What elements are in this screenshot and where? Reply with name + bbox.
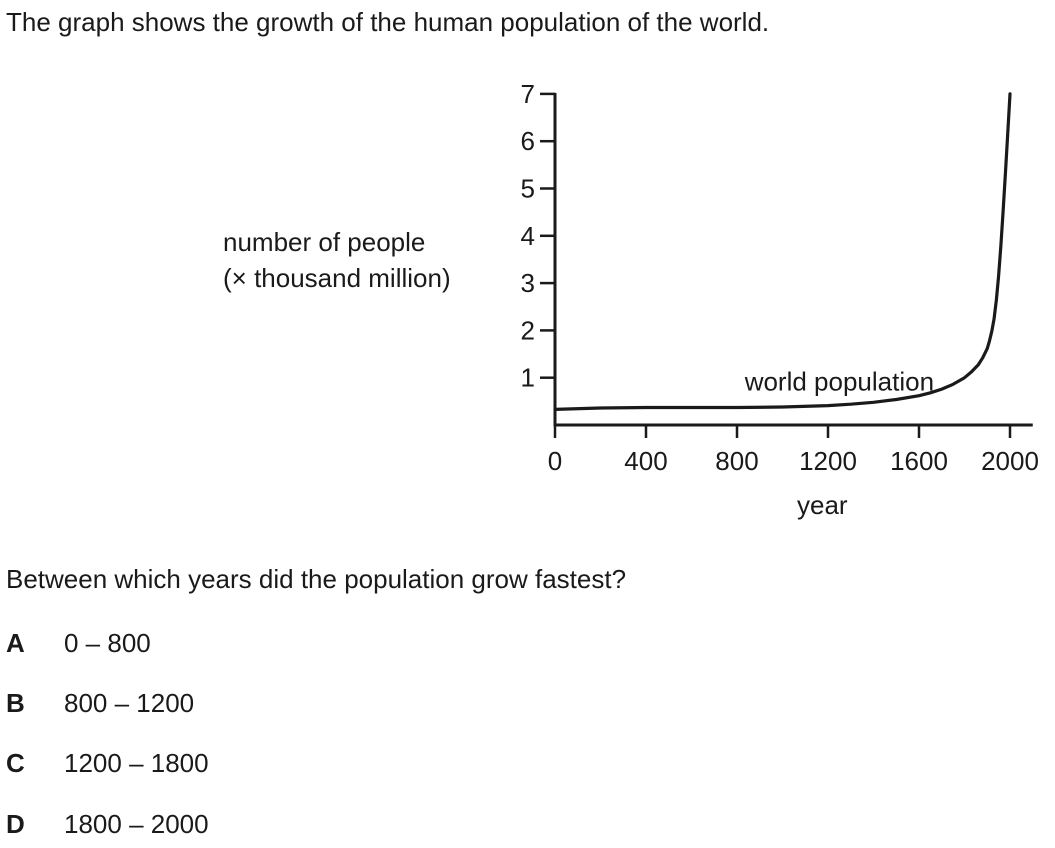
x-tick-label-1600: 1600 <box>890 446 948 476</box>
y-axis-label-line-2: (× thousand million) <box>223 263 451 293</box>
x-tick-label-400: 400 <box>624 446 667 476</box>
option-a-text: 0 – 800 <box>64 628 151 658</box>
x-tick-label-2000: 2000 <box>981 446 1039 476</box>
y-tick-label-5: 5 <box>521 174 535 204</box>
y-tick-label-4: 4 <box>521 221 535 251</box>
annotation-world-population: world population <box>744 366 934 396</box>
x-tick-label-0: 0 <box>548 446 562 476</box>
y-tick-label-7: 7 <box>521 79 535 109</box>
question-text: Between which years did the population g… <box>6 564 627 594</box>
option-d-letter: D <box>6 809 25 839</box>
option-c-text: 1200 – 1800 <box>64 748 209 778</box>
y-tick-label-6: 6 <box>521 126 535 156</box>
y-axis-label-line-1: number of people <box>223 227 426 257</box>
option-b[interactable]: B 800 – 1200 <box>6 687 194 719</box>
intro-text: The graph shows the growth of the human … <box>6 7 770 37</box>
option-a-letter: A <box>6 628 25 658</box>
x-tick-label-800: 800 <box>715 446 758 476</box>
population-chart: 1 2 3 4 5 6 7 0 400 800 1200 1600 2000 year world popu… <box>521 79 1039 520</box>
option-b-text: 800 – 1200 <box>64 688 195 718</box>
y-tick-label-2: 2 <box>521 315 535 345</box>
option-b-letter: B <box>6 688 25 718</box>
population-curve-0 <box>553 92 1012 411</box>
x-axis-label: year <box>797 490 848 520</box>
y-axis-label: number of people (× thousand million) <box>223 224 451 296</box>
option-a[interactable]: A 0 – 800 <box>6 627 151 659</box>
option-c[interactable]: C 1200 – 1800 <box>6 747 209 779</box>
y-tick-label-3: 3 <box>521 268 535 298</box>
x-tick-label-1200: 1200 <box>799 446 857 476</box>
y-tick-label-1: 1 <box>521 363 535 393</box>
option-d-text: 1800 – 2000 <box>64 809 209 839</box>
option-d[interactable]: D 1800 – 2000 <box>6 808 209 840</box>
option-c-letter: C <box>6 748 25 778</box>
